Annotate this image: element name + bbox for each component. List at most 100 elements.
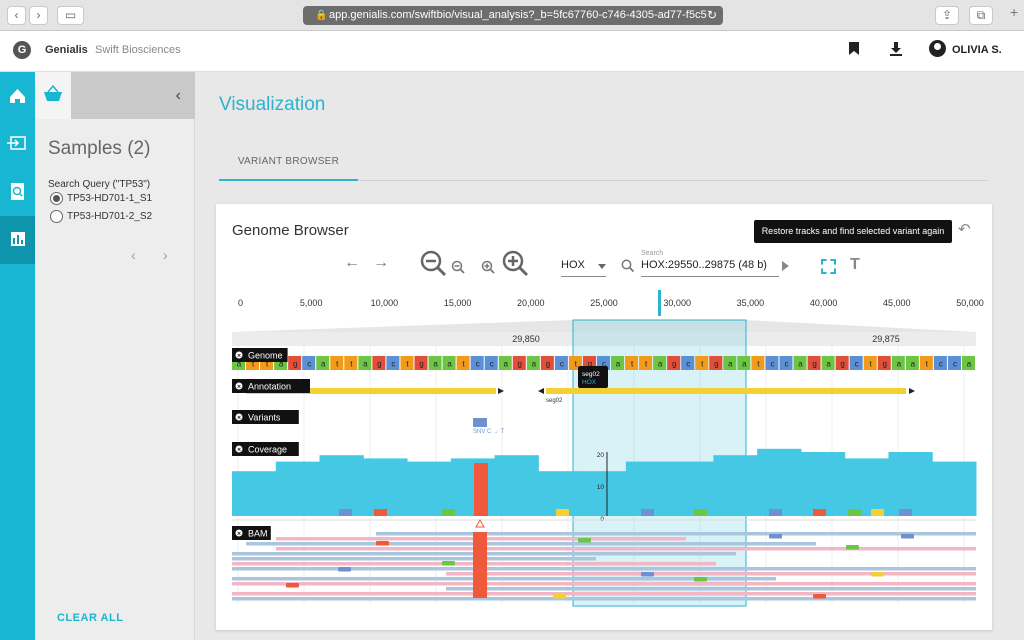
pan-right-icon[interactable]: → — [373, 254, 389, 271]
base-cell — [891, 356, 905, 370]
search-query-label: Search Query ("TP53") — [48, 179, 151, 190]
account-icon[interactable] — [929, 40, 946, 57]
base-letter: t — [266, 360, 269, 369]
base-letter: g — [377, 360, 381, 369]
coverage-bar — [450, 458, 496, 516]
search-doc-icon[interactable] — [0, 168, 35, 216]
base-letter: g — [672, 360, 676, 369]
base-cell — [386, 356, 400, 370]
base-letter: t — [757, 360, 760, 369]
overview-tick-label: 45,000 — [883, 298, 911, 308]
coverage-mismatch-mark — [848, 509, 861, 516]
zoom-out-large-icon[interactable] — [419, 249, 449, 285]
bam-read — [446, 572, 976, 576]
base-cell — [807, 356, 821, 370]
base-cell — [947, 356, 961, 370]
base-cell — [540, 356, 554, 370]
basket-icon[interactable] — [35, 72, 71, 119]
coverage-bar — [363, 458, 408, 516]
base-letter: a — [967, 360, 972, 369]
user-name[interactable]: OLIVIA S. — [952, 44, 1002, 56]
base-letter: t — [870, 360, 873, 369]
back-button[interactable]: ‹ — [7, 6, 26, 25]
base-letter: a — [616, 360, 621, 369]
chart-icon[interactable] — [0, 216, 35, 264]
base-letter: a — [321, 360, 326, 369]
restore-tooltip: Restore tracks and find selected variant… — [754, 220, 952, 243]
new-tab-button[interactable]: + — [1010, 4, 1019, 20]
zoom-in-small-icon[interactable] — [481, 260, 497, 281]
genome-tracks[interactable]: 0 5,000 10,000 15,000 20,000 25,000 30,000 35,0… — [216, 204, 992, 630]
clear-all-button[interactable]: CLEAR ALL — [57, 612, 124, 624]
detail-tick-label: 29,850 — [512, 334, 540, 344]
forward-button[interactable]: › — [29, 6, 48, 25]
base-letter: g — [812, 360, 816, 369]
search-label: Search — [641, 250, 664, 257]
base-cell — [849, 356, 863, 370]
download-icon[interactable] — [889, 41, 903, 60]
genialis-logo[interactable]: G — [13, 41, 31, 59]
browser-toolbar: ‹ › ▭ 🔒 app.genialis.com/swiftbio/visual… — [0, 0, 1024, 31]
collapse-panel-button[interactable]: ‹ — [71, 72, 195, 119]
chromosome-select[interactable]: HOX — [561, 259, 606, 277]
radio-unselected-icon[interactable] — [50, 210, 63, 223]
bam-read — [232, 567, 976, 571]
base-cell — [470, 356, 484, 370]
coverage-variant-bar — [474, 463, 488, 516]
base-letter: c — [602, 360, 606, 369]
overview-tick-label: 35,000 — [737, 298, 765, 308]
base-letter: c — [770, 360, 774, 369]
track-label-text: Genome — [248, 351, 283, 361]
base-cell — [961, 356, 975, 370]
overview-tick-label: 0 — [238, 298, 243, 308]
tab-variant-browser[interactable]: VARIANT BROWSER — [219, 145, 358, 181]
base-cell — [288, 356, 302, 370]
tabs-button[interactable]: ⧉ — [969, 6, 993, 25]
base-letter: g — [714, 360, 718, 369]
coverage-bar — [625, 461, 671, 516]
coverage-mismatch-mark — [442, 509, 455, 516]
fullscreen-icon[interactable] — [821, 259, 836, 274]
go-icon[interactable] — [782, 261, 789, 271]
reload-icon[interactable]: ↻ — [706, 8, 717, 22]
share-button[interactable]: ⇪ — [935, 6, 959, 25]
track-label-text: Variants — [248, 413, 281, 423]
home-icon[interactable] — [0, 72, 35, 120]
bam-read — [232, 582, 976, 586]
track-label-text: BAM — [248, 529, 268, 539]
next-page-button[interactable]: › — [163, 247, 168, 263]
pan-left-icon[interactable]: ← — [344, 254, 360, 271]
sidebar-toggle-button[interactable]: ▭ — [57, 6, 84, 25]
url-text: app.genialis.com/swiftbio/visual_analysi… — [329, 9, 707, 21]
coverage-bar — [275, 461, 321, 516]
import-icon[interactable] — [0, 120, 35, 168]
base-letter: g — [419, 360, 423, 369]
locus-search-input[interactable]: HOX:29550..29875 (48 b) — [641, 259, 779, 277]
base-cell — [681, 356, 695, 370]
radio-selected-icon[interactable] — [50, 192, 63, 205]
annotation-label: seg02 — [546, 398, 563, 404]
base-letter: t — [252, 360, 255, 369]
base-cell — [625, 356, 639, 370]
prev-page-button[interactable]: ‹ — [131, 247, 136, 263]
bookmark-icon[interactable] — [848, 41, 860, 60]
sample-radio-2[interactable]: TP53-HD701-2_S2 — [50, 210, 200, 226]
coverage-mismatch-mark — [694, 509, 707, 516]
zoom-out-small-icon[interactable] — [451, 260, 467, 281]
coverage-bar — [757, 448, 802, 516]
tab-bar: VARIANT BROWSER — [219, 145, 988, 181]
overview-tick-label: 15,000 — [444, 298, 472, 308]
base-letter: g — [518, 360, 522, 369]
base-letter: c — [953, 360, 957, 369]
sample-radio-1[interactable]: TP53-HD701-1_S1 — [50, 192, 200, 208]
url-bar[interactable]: 🔒 app.genialis.com/swiftbio/visual_analy… — [303, 6, 723, 25]
base-cell — [919, 356, 933, 370]
overview-tick-label: 10,000 — [371, 298, 399, 308]
bam-read — [232, 577, 776, 581]
bam-read — [246, 542, 816, 546]
base-cell — [400, 356, 414, 370]
zoom-in-large-icon[interactable] — [501, 249, 531, 285]
bam-read — [232, 557, 596, 561]
undo-icon[interactable]: ↶ — [958, 221, 971, 238]
text-toggle-icon[interactable]: T — [850, 256, 860, 273]
